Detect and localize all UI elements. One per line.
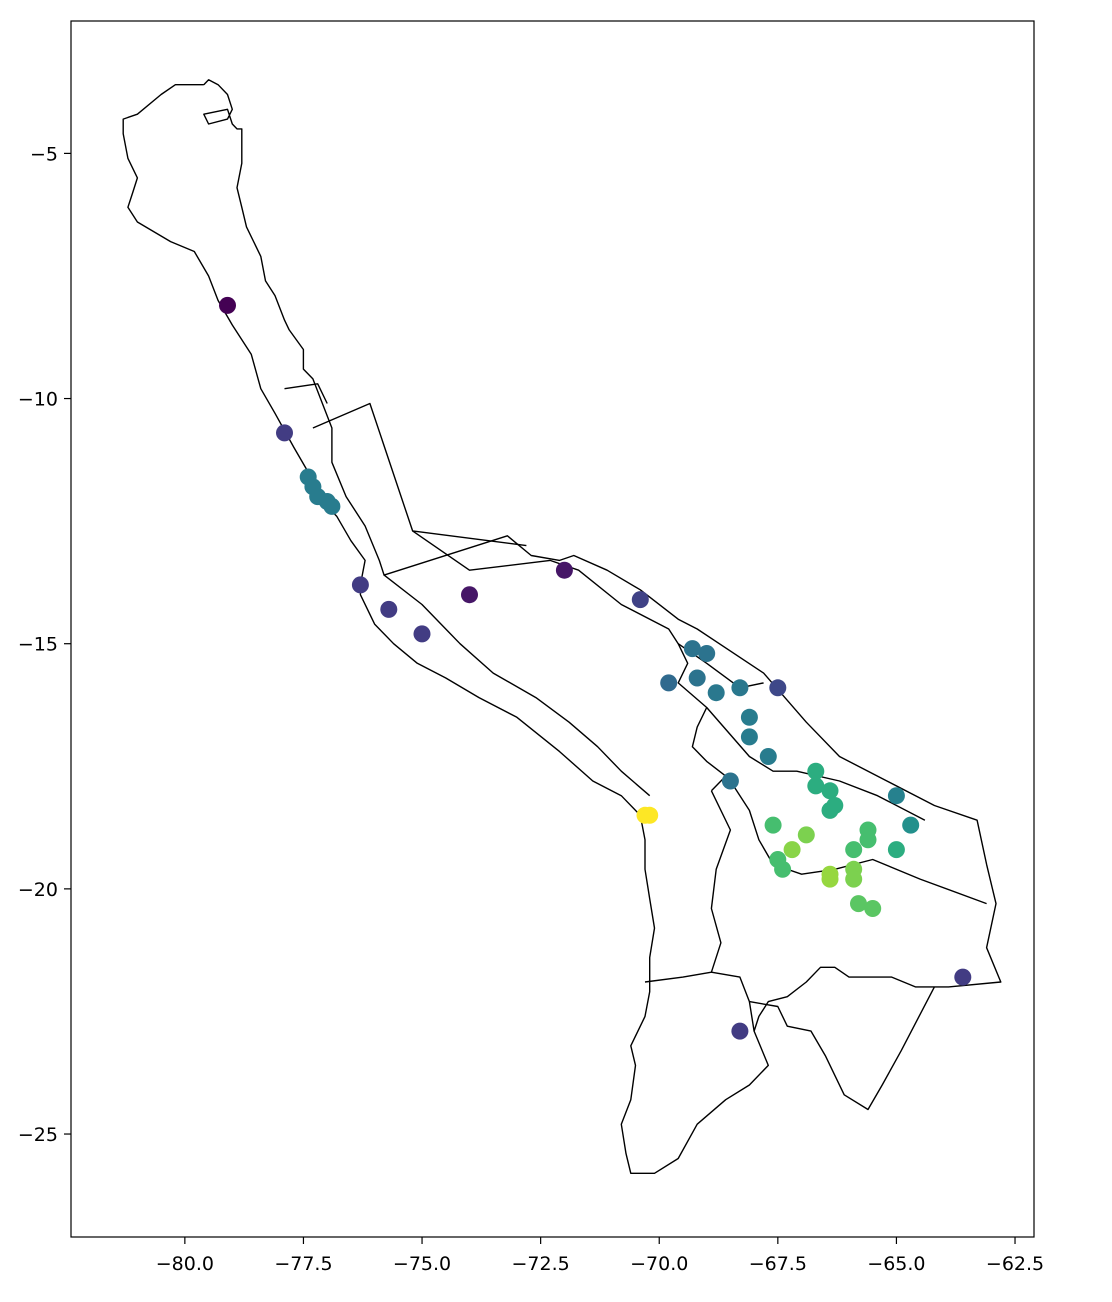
data-point xyxy=(845,870,863,888)
data-point xyxy=(740,708,758,726)
y-tick-label: −25 xyxy=(18,1124,58,1146)
y-tick-label: −20 xyxy=(18,879,58,901)
data-point xyxy=(850,895,867,913)
data-point xyxy=(731,679,749,697)
region-border-2 xyxy=(312,402,527,547)
data-point xyxy=(807,762,825,780)
data-point xyxy=(641,806,659,824)
data-point xyxy=(864,900,882,917)
x-tick-label: −72.5 xyxy=(512,1253,570,1275)
data-point xyxy=(740,728,758,746)
data-point xyxy=(631,591,649,609)
plot-frame xyxy=(70,20,1035,1238)
x-tick-label: −77.5 xyxy=(274,1253,332,1275)
data-point xyxy=(660,674,678,692)
y-tick-label: −5 xyxy=(30,143,58,165)
y-tick-label: −15 xyxy=(18,634,58,656)
data-point xyxy=(731,1022,749,1040)
data-point xyxy=(764,816,782,834)
data-point xyxy=(323,497,341,515)
data-point xyxy=(721,772,739,790)
data-point xyxy=(954,968,972,986)
region-border-10 xyxy=(749,986,936,1111)
data-point xyxy=(774,860,792,878)
region-border-7 xyxy=(729,780,987,905)
map-layer xyxy=(122,79,1002,1174)
region-border-4 xyxy=(383,574,651,797)
region-border-6 xyxy=(706,707,926,821)
data-point xyxy=(797,826,815,844)
data-point xyxy=(461,586,478,604)
data-point xyxy=(351,576,369,594)
data-point xyxy=(821,782,839,800)
data-point xyxy=(902,816,920,834)
x-tick-label: −75.0 xyxy=(393,1253,451,1275)
data-point xyxy=(276,424,293,442)
data-point xyxy=(688,669,706,687)
data-point xyxy=(807,777,825,795)
data-point xyxy=(413,625,431,643)
data-point xyxy=(769,679,787,697)
x-axis: −80.0 −77.5 −75.0 −72.5 −70.0 −67.5 −65.0 −62.5 xyxy=(156,1237,1044,1275)
data-point xyxy=(683,640,701,658)
y-axis: −5 −10 −15 −20 −25 xyxy=(18,143,71,1146)
x-tick-label: −67.5 xyxy=(749,1253,807,1275)
data-point xyxy=(380,600,398,618)
data-point xyxy=(759,748,777,765)
y-tick-label: −10 xyxy=(18,389,58,411)
x-tick-label: −70.0 xyxy=(630,1253,688,1275)
data-point xyxy=(698,645,716,662)
data-point xyxy=(783,841,801,859)
region-border-8 xyxy=(644,790,732,983)
data-point xyxy=(826,797,844,814)
region-outline xyxy=(122,79,1002,1174)
x-tick-label: −80.0 xyxy=(156,1253,214,1275)
points-layer xyxy=(219,296,972,1040)
region-border-1 xyxy=(284,383,328,404)
data-point xyxy=(887,841,905,859)
data-point xyxy=(887,787,905,805)
region-border-9 xyxy=(711,971,755,1032)
data-point xyxy=(821,870,839,888)
data-point xyxy=(555,561,573,579)
data-point xyxy=(845,841,863,859)
x-tick-label: −65.0 xyxy=(867,1253,925,1275)
data-point xyxy=(219,296,236,314)
data-point xyxy=(707,684,725,702)
data-point xyxy=(859,831,877,849)
x-tick-label: −62.5 xyxy=(986,1253,1044,1275)
